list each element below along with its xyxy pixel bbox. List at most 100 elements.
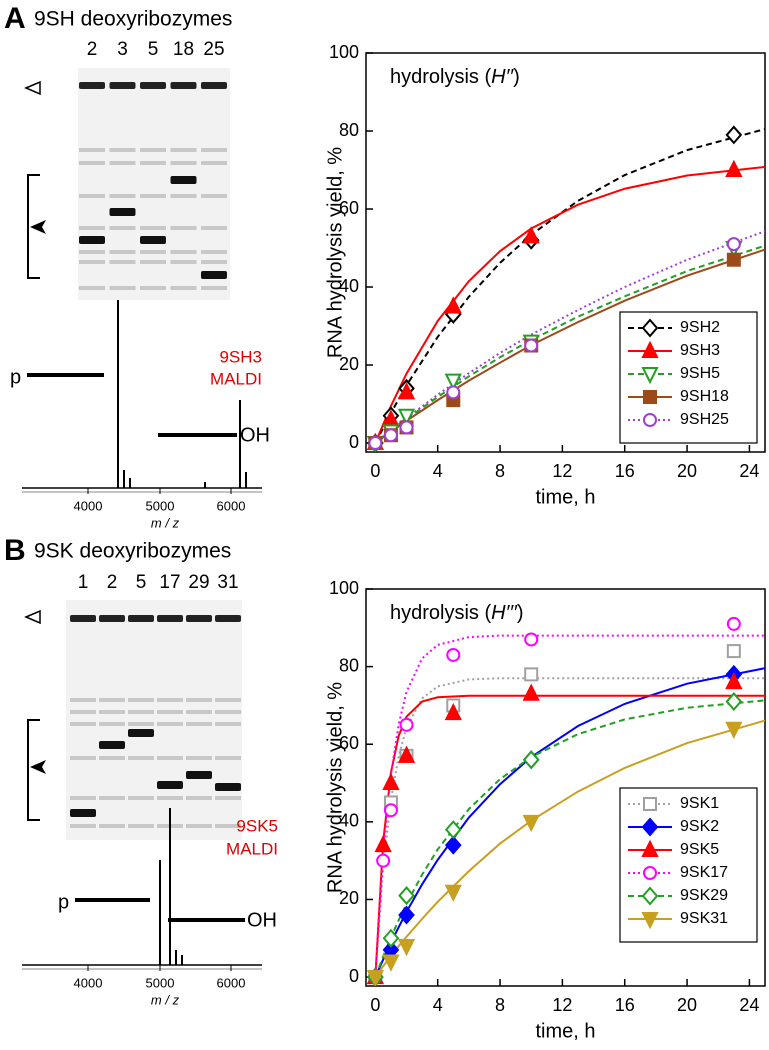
data-point [397,382,416,400]
gel-band [186,615,212,622]
data-point [725,159,743,178]
legend-marker [641,817,659,837]
gel-band [186,771,212,779]
y-tick-label: 60 [339,733,359,753]
legend-label: 9SK31 [680,910,728,927]
gel-band [99,710,125,714]
legend-label: 9SH25 [680,411,729,428]
data-point [522,750,540,770]
gel-band [215,783,241,791]
ms-method: MALDI [210,369,262,388]
data-point [366,970,384,986]
gel-band [109,260,136,264]
gel-band [140,250,166,254]
annotation-part: H′′ [491,66,514,88]
legend-marker [641,912,659,930]
gel-band [215,698,241,702]
legend-box [619,787,758,943]
gel-band [201,82,227,89]
annotation: hydrolysis (H′′′) [390,602,524,624]
x-tick-label: 8 [495,461,505,481]
annotation-part: ) [517,602,524,624]
x-tick-label: 8 [495,995,505,1015]
gel-band [99,824,125,828]
data-point [399,717,414,732]
gel-band [128,796,154,800]
annotation-part: ) [513,66,520,88]
gel-band [140,161,166,165]
ms-label: p [58,891,69,913]
gel-band [215,796,241,800]
data-point [399,420,414,435]
mass-spectrum [22,808,262,971]
data-point [444,835,462,855]
lane-label: 25 [203,39,224,60]
annotation-part: H′′′ [491,602,518,624]
ms-tick: 4000 [74,975,103,990]
ms-tick: 6000 [217,498,246,513]
y-tick-label: 0 [349,432,359,452]
data-point [524,667,539,682]
lane-label: 31 [217,572,238,593]
x-tick-label: 4 [433,461,443,481]
x-tick-label: 24 [739,995,759,1015]
gel-band [140,148,166,152]
gel-band [128,722,154,726]
legend-label: 9SK29 [680,887,728,904]
data-point [726,237,741,252]
x-tick-label: 0 [370,461,380,481]
gel-band [157,722,183,726]
y-tick-label: 80 [339,120,359,140]
legend-marker [641,886,659,906]
ms-label: OH [247,909,277,931]
gel-band [140,226,166,230]
data-point [397,939,416,957]
gel-band [128,698,154,702]
ms-tick: 6000 [217,975,246,990]
lane-label: 29 [188,572,209,593]
gel-band [128,710,154,714]
x-tick-label: 20 [677,461,697,481]
series-group [366,616,765,986]
gel-band [170,161,197,165]
data-point [524,632,539,647]
gel-band [79,148,105,152]
gel-band [79,161,105,165]
gel-band [170,176,197,184]
lane-label: 2 [87,39,98,60]
gel-band [215,615,241,622]
gel-band [157,698,183,702]
data-point [726,644,741,659]
gel-band [157,615,183,622]
gel-band [79,226,105,230]
data-point [725,671,743,690]
x-axis-label: time, h [535,1020,595,1042]
gel-title: 9SK deoxyribozymes [34,540,231,563]
plot-frame [365,588,766,987]
gel-band [186,710,212,714]
gel-band [170,250,197,254]
gel-band [157,796,183,800]
gel-band [170,148,197,152]
data-point [376,853,391,868]
x-tick-label: 0 [370,995,380,1015]
fit-curve [374,634,765,978]
gel-band [215,824,241,828]
lane-label: 3 [117,39,128,60]
gel-band [109,250,136,254]
gel-band [79,250,105,254]
data-point [382,954,400,972]
lane-label: 17 [159,572,180,593]
plot-frame [365,52,766,453]
gel-band [186,796,212,800]
series-group [366,125,765,452]
legend-label: 9SH3 [680,342,720,359]
gel-band [99,722,125,726]
gel-band [140,82,166,89]
data-point [444,884,462,902]
y-axis-label: RNA hydrolysis yield, % [324,147,346,358]
gel-band [170,194,197,198]
x-tick-label: 4 [433,995,443,1015]
legend-label: 9SK17 [680,864,728,881]
gel-band [215,710,241,714]
